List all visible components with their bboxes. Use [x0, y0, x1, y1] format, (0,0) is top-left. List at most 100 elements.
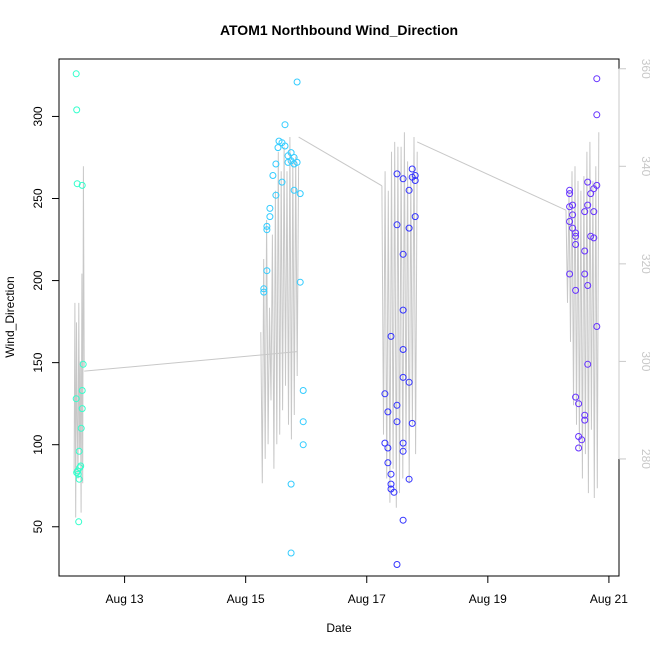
- data-point: [578, 436, 586, 444]
- data-point: [590, 234, 598, 242]
- data-point: [263, 267, 271, 275]
- secondary-y-tick-label: 360: [639, 59, 650, 79]
- chart-title: ATOM1 Northbound Wind_Direction: [220, 22, 458, 38]
- secondary-line-segment-4: [565, 132, 600, 499]
- data-point: [260, 285, 268, 293]
- data-point: [575, 400, 583, 408]
- data-point: [266, 213, 274, 221]
- data-point: [393, 561, 401, 568]
- data-point: [408, 165, 416, 173]
- data-point: [393, 418, 401, 426]
- y-tick-label: 150: [31, 352, 45, 372]
- data-point: [581, 270, 589, 278]
- data-point: [387, 480, 395, 488]
- data-point: [299, 387, 307, 394]
- data-point: [269, 172, 277, 179]
- data-point: [272, 191, 280, 199]
- data-point: [584, 360, 592, 368]
- series-1: [72, 70, 87, 526]
- data-point: [293, 158, 301, 166]
- data-point: [278, 178, 286, 186]
- data-point: [405, 224, 413, 232]
- data-point: [399, 346, 407, 353]
- data-point: [299, 441, 307, 449]
- data-point: [572, 286, 580, 294]
- data-point: [274, 144, 282, 152]
- data-point: [72, 395, 80, 403]
- data-point: [263, 222, 271, 230]
- data-point: [399, 175, 407, 183]
- data-point: [399, 439, 407, 447]
- y-tick-label: 100: [31, 434, 45, 454]
- y-tick-label: 50: [31, 520, 45, 534]
- data-point: [590, 208, 598, 216]
- secondary-line-layer: [73, 132, 600, 518]
- data-point: [399, 373, 407, 381]
- data-point: [75, 447, 83, 455]
- data-point: [581, 247, 589, 255]
- data-point: [73, 469, 81, 477]
- data-point: [569, 224, 577, 232]
- data-point: [575, 444, 583, 452]
- x-tick-label: Aug 15: [227, 592, 265, 606]
- y-axis-label: Wind_Direction: [3, 276, 17, 357]
- data-point: [281, 142, 289, 150]
- data-point: [296, 278, 304, 286]
- data-point: [411, 213, 419, 221]
- data-point: [78, 387, 86, 394]
- data-point: [387, 332, 395, 340]
- data-point: [593, 323, 601, 330]
- data-point: [572, 241, 580, 248]
- series-3: [381, 165, 419, 568]
- x-tick-label: Aug 13: [106, 592, 144, 606]
- data-point: [72, 70, 80, 78]
- data-point: [77, 424, 85, 432]
- data-point: [584, 178, 592, 186]
- data-point: [73, 180, 81, 188]
- data-point: [408, 419, 416, 427]
- data-point: [293, 78, 301, 86]
- data-point: [581, 208, 589, 216]
- data-point: [572, 229, 580, 237]
- data-point: [393, 170, 401, 178]
- data-point: [587, 190, 595, 198]
- data-point: [569, 211, 577, 219]
- data-point: [566, 270, 574, 278]
- data-point: [405, 475, 413, 483]
- secondary-line-segment-3: [381, 132, 418, 508]
- data-point: [75, 518, 83, 526]
- data-point: [572, 393, 580, 401]
- data-point: [384, 408, 392, 416]
- y-tick-label: 250: [31, 188, 45, 208]
- data-point: [593, 75, 601, 83]
- data-point: [593, 111, 601, 119]
- secondary-line-segment-2: [260, 136, 300, 484]
- data-point: [77, 462, 85, 470]
- x-tick-label: Aug 19: [469, 592, 507, 606]
- series-4: [566, 75, 601, 452]
- data-point: [581, 416, 589, 424]
- data-point: [393, 221, 401, 229]
- secondary-line-connector-3: [416, 141, 567, 211]
- data-point: [393, 401, 401, 409]
- data-point: [584, 282, 592, 289]
- data-point: [405, 378, 413, 386]
- series-2: [260, 78, 307, 557]
- data-point: [290, 186, 298, 194]
- x-tick-label: Aug 21: [590, 592, 628, 606]
- data-point: [399, 306, 407, 314]
- data-point: [79, 360, 87, 368]
- secondary-y-tick-label: 340: [639, 156, 650, 176]
- data-point: [381, 439, 389, 447]
- data-point: [566, 218, 574, 225]
- data-point: [399, 516, 407, 524]
- y-tick-label: 300: [31, 106, 45, 126]
- data-point: [584, 201, 592, 209]
- data-point: [287, 549, 295, 557]
- data-point: [296, 190, 304, 198]
- data-point: [284, 152, 292, 160]
- secondary-line-connector-2: [298, 136, 383, 187]
- x-tick-label: Aug 17: [348, 592, 386, 606]
